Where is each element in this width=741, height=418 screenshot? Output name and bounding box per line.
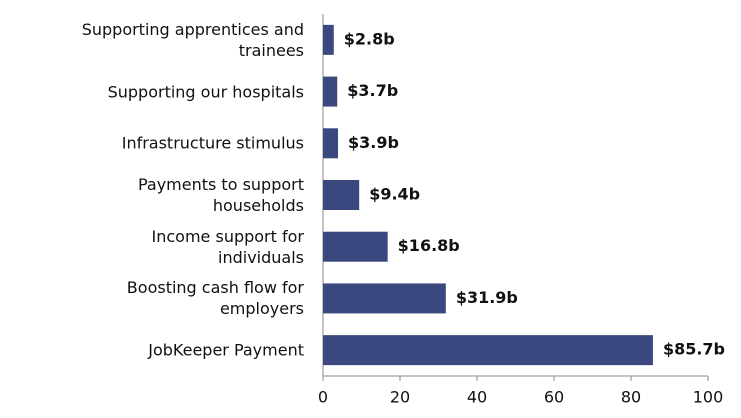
bar [323,231,388,262]
category-label: Income support for individuals [151,226,304,267]
value-label: $16.8b [398,236,460,255]
x-tick-label: 40 [467,388,487,407]
bar [323,128,339,159]
bar [323,24,334,55]
value-label: $85.7b [663,340,725,359]
value-label: $9.4b [369,185,420,204]
x-tick-label: 80 [621,388,641,407]
x-tick-label: 100 [693,388,724,407]
category-label: Infrastructure stimulus [121,133,304,153]
value-label: $3.7b [347,81,398,100]
value-label: $31.9b [456,288,518,307]
bar [323,283,446,314]
x-tick-label: 0 [318,388,328,407]
bar [323,76,338,107]
category-label: Supporting apprentices and trainees [81,19,304,60]
bar [323,335,653,366]
category-label: Supporting our hospitals [107,82,304,102]
category-label: Boosting cash flow for employers [126,278,304,319]
category-label: JobKeeper Payment [148,340,304,360]
x-tick-label: 20 [390,388,410,407]
x-tick-label: 60 [544,388,564,407]
value-label: $2.8b [344,29,395,48]
value-label: $3.9b [348,133,399,152]
bar [323,180,360,210]
category-label: Payments to support households [137,175,304,215]
